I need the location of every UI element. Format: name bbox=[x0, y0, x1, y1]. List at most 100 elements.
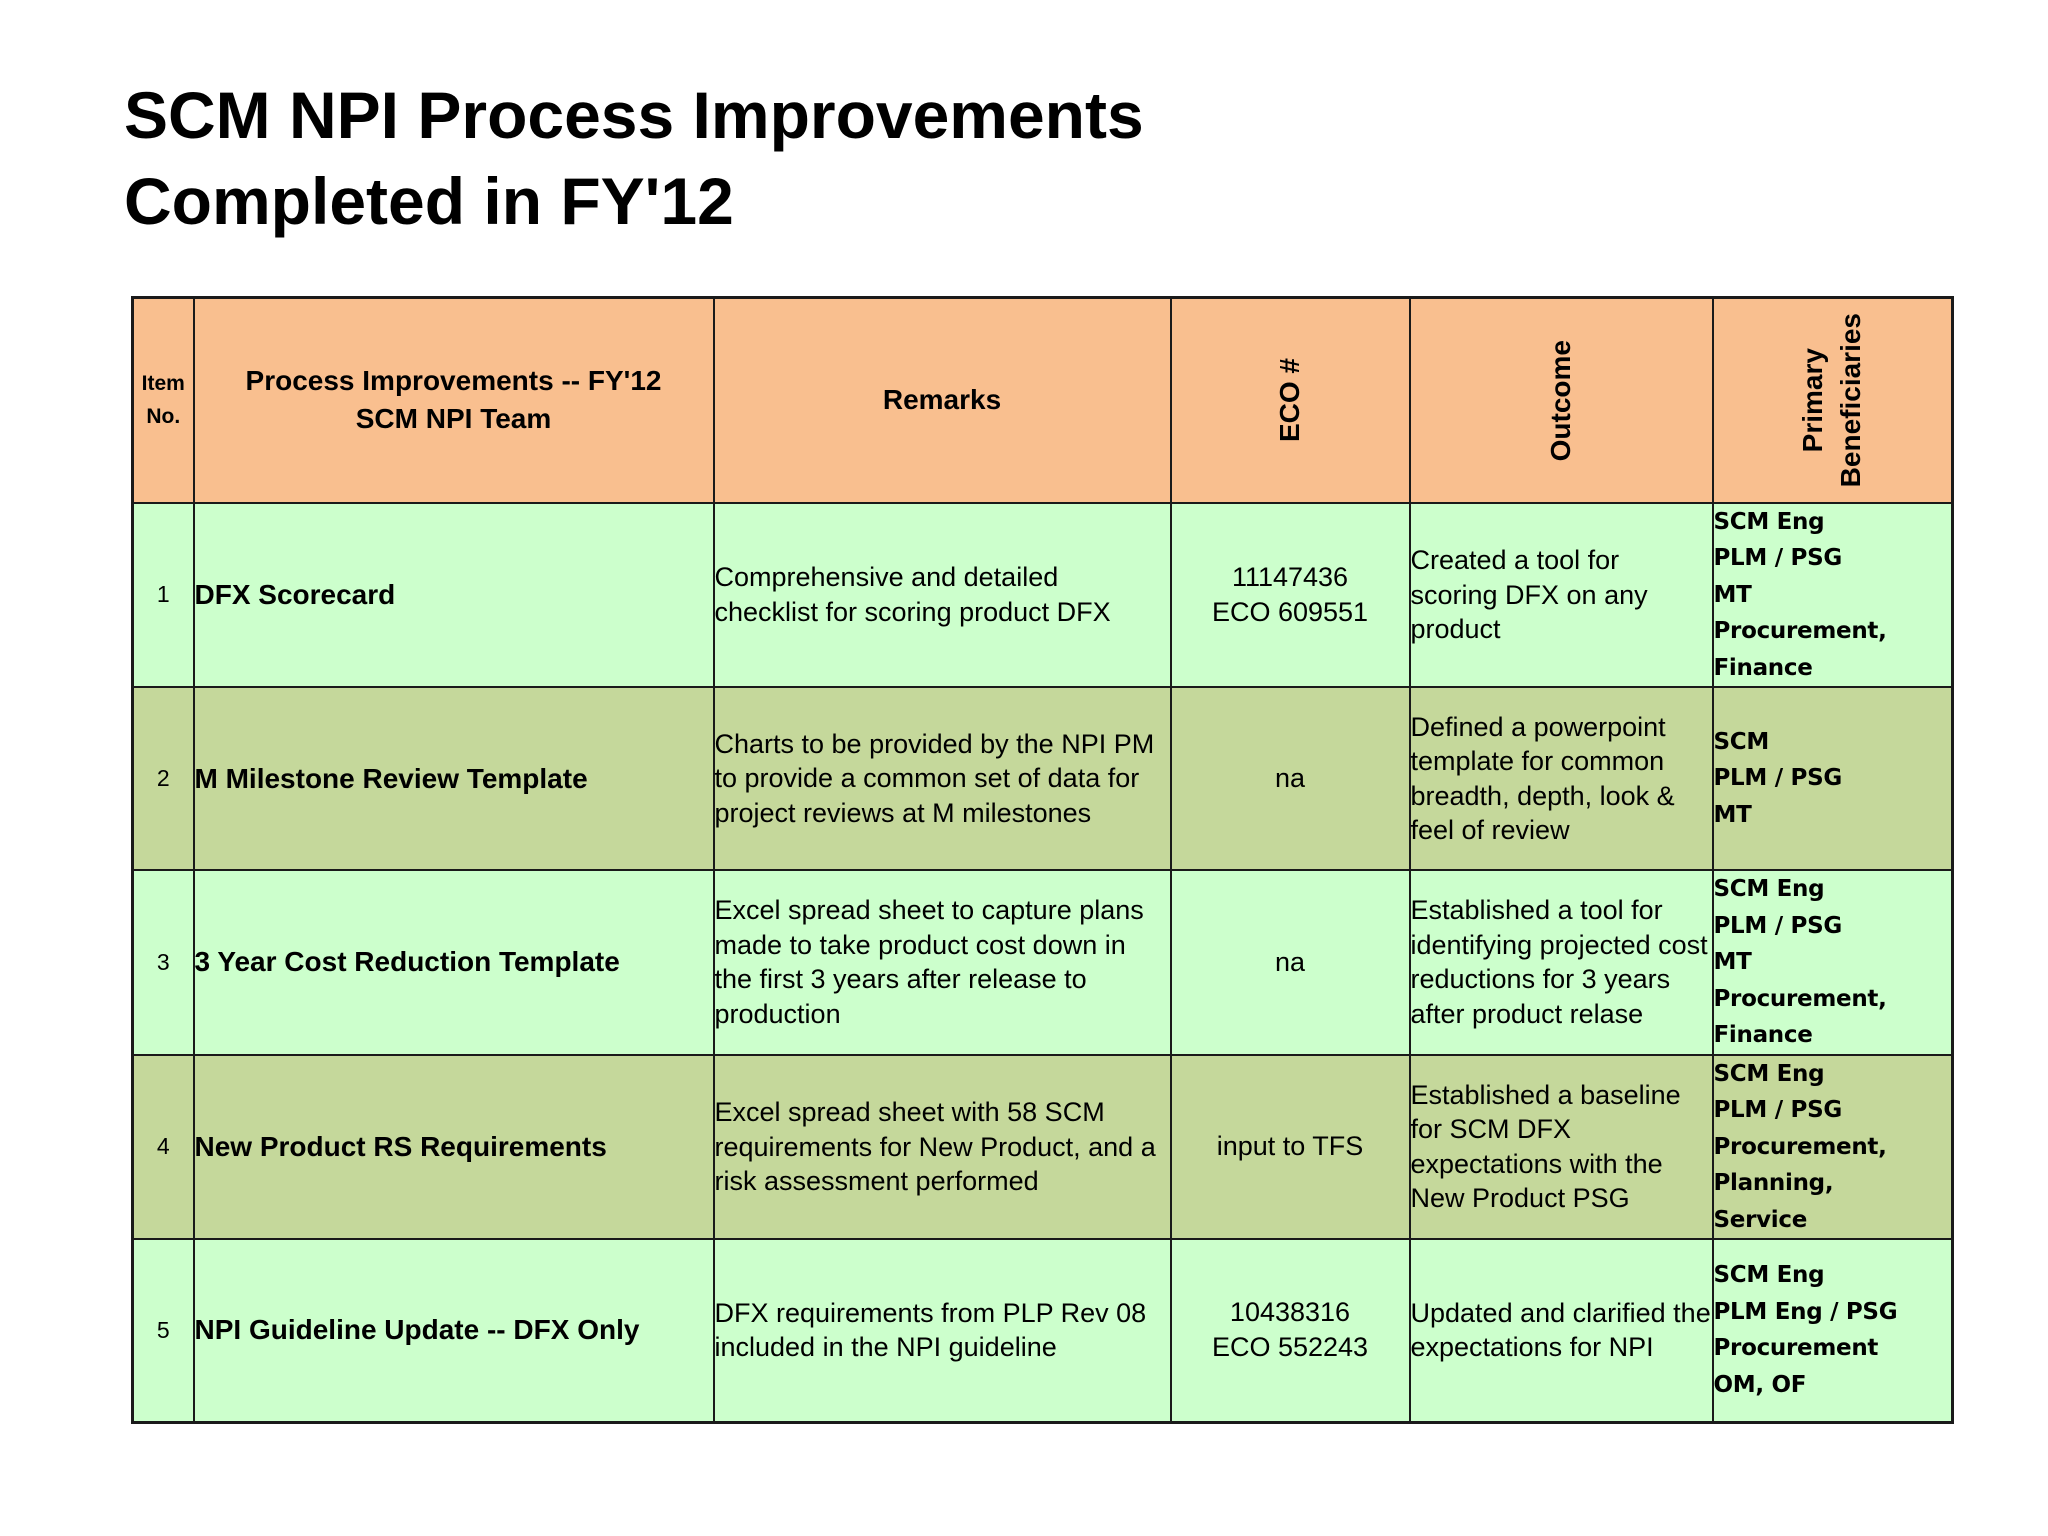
beneficiaries-cell: SCM Eng PLM / PSG Procurement, Planning, Ser… bbox=[1711, 1053, 1954, 1240]
eco-line: na bbox=[1274, 946, 1306, 977]
outcome-line: identifying projected cost bbox=[1410, 929, 1708, 960]
eco-cell: na bbox=[1169, 869, 1411, 1056]
beneficiaries-cell: SCM PLM / PSG MT bbox=[1711, 686, 1954, 871]
remarks-cell: Excel spread sheet to capture plans made … bbox=[712, 869, 1172, 1056]
page-title-line-1: SCM NPI Process Improvements bbox=[124, 78, 1144, 152]
outcome-line: template for common bbox=[1410, 746, 1665, 776]
remarks-cell: Excel spread sheet with 58 SCM requiremen… bbox=[712, 1053, 1172, 1240]
header-process-improvements: Process Improvements -- FY'12 SCM NPI Te… bbox=[192, 296, 715, 504]
beneficiary-line: Service bbox=[1713, 1206, 1808, 1233]
remarks-cell: Charts to be provided by the NPI PM to pr… bbox=[712, 686, 1172, 871]
beneficiary-line: PLM Eng / PSG bbox=[1713, 1298, 1898, 1325]
beneficiary-line: Finance bbox=[1713, 654, 1813, 681]
beneficiary-line: MT bbox=[1713, 949, 1752, 975]
eco-line: na bbox=[1274, 763, 1306, 793]
beneficiary-line: PLM / PSG bbox=[1713, 765, 1843, 792]
page-title: SCM NPI Process Improvements Completed i… bbox=[124, 72, 1144, 244]
outcome-line: product bbox=[1410, 614, 1501, 644]
outcome-line: Updated and clarified the bbox=[1410, 1297, 1711, 1328]
remarks-line: checklist for scoring product DFX bbox=[714, 596, 1111, 627]
remarks-cell: Comprehensive and detailed checklist for … bbox=[712, 501, 1172, 688]
outcome-cell: Defined a powerpoint template for common b… bbox=[1408, 686, 1714, 871]
remarks-line: to provide a common set of data for bbox=[714, 763, 1140, 794]
process-name-cell: NPI Guideline Update -- DFX Only bbox=[192, 1238, 715, 1423]
eco-line: ECO 609551 bbox=[1211, 596, 1369, 627]
beneficiary-line: SCM Eng bbox=[1713, 876, 1825, 902]
beneficiary-line: OM, OF bbox=[1713, 1371, 1807, 1398]
process-name-cell: 3 Year Cost Reduction Template bbox=[192, 869, 715, 1056]
beneficiary-line: PLM / PSG bbox=[1713, 1097, 1843, 1123]
beneficiaries-cell: SCM Eng PLM / PSG MT Procurement, Finance bbox=[1711, 869, 1954, 1056]
eco-cell: na bbox=[1169, 686, 1411, 871]
outcome-cell: Created a tool for scoring DFX on any prod… bbox=[1408, 501, 1714, 688]
beneficiary-line: SCM Eng bbox=[1713, 1262, 1825, 1289]
process-name-cell: DFX Scorecard bbox=[192, 501, 715, 688]
eco-line: ECO 552243 bbox=[1211, 1332, 1369, 1363]
beneficiary-line: PLM / PSG bbox=[1713, 912, 1843, 939]
eco-line: 10438316 bbox=[1229, 1297, 1351, 1328]
table-row: 4 New Product RS Requirements Excel spread… bbox=[131, 1053, 1954, 1240]
header-process-line-2: SCM NPI Team bbox=[355, 403, 552, 435]
outcome-line: Defined a powerpoint bbox=[1410, 711, 1666, 742]
outcome-line: after product relase bbox=[1410, 998, 1644, 1029]
beneficiary-line: MT bbox=[1713, 801, 1752, 828]
remarks-line: made to take product cost down in bbox=[714, 929, 1126, 960]
eco-line: input to TFS bbox=[1216, 1131, 1364, 1162]
page-title-line-2: Completed in FY'12 bbox=[124, 164, 734, 238]
outcome-line: for SCM DFX bbox=[1410, 1114, 1572, 1145]
remarks-line: project reviews at M milestones bbox=[714, 797, 1092, 828]
eco-cell: 11147436 ECO 609551 bbox=[1169, 501, 1411, 688]
remarks-line: Comprehensive and detailed bbox=[714, 562, 1059, 593]
outcome-line: expectations for NPI bbox=[1410, 1332, 1654, 1363]
outcome-line: scoring DFX on any bbox=[1410, 579, 1648, 610]
outcome-line: Created a tool for bbox=[1410, 545, 1620, 575]
item-number-cell: 4 bbox=[131, 1053, 195, 1240]
remarks-line: Charts to be provided by the NPI PM bbox=[714, 728, 1155, 759]
outcome-line: expectations with the bbox=[1410, 1148, 1663, 1179]
header-outcome: Outcome bbox=[1408, 296, 1714, 504]
header-outcome-label: Outcome bbox=[1545, 339, 1576, 461]
remarks-line: Excel spread sheet to capture plans bbox=[714, 895, 1144, 926]
header-item-no: Item No. bbox=[131, 296, 195, 504]
remarks-line: risk assessment performed bbox=[714, 1166, 1039, 1196]
table-row: 1 DFX Scorecard Comprehensive and detailed… bbox=[131, 501, 1954, 688]
beneficiary-line: SCM bbox=[1713, 728, 1770, 755]
beneficiary-line: Procurement, bbox=[1713, 1133, 1887, 1160]
outcome-cell: Updated and clarified the expectations fo… bbox=[1408, 1238, 1714, 1423]
beneficiary-line: Finance bbox=[1713, 1022, 1813, 1048]
table-body: 1 DFX Scorecard Comprehensive and detailed… bbox=[131, 501, 1954, 1423]
beneficiaries-cell: SCM Eng PLM / PSG MT Procurement, Finance bbox=[1711, 501, 1954, 688]
eco-cell: input to TFS bbox=[1169, 1053, 1411, 1240]
header-beneficiaries-line-1: Primary bbox=[1797, 348, 1829, 453]
outcome-cell: Established a tool for identifying projec… bbox=[1408, 869, 1714, 1056]
remarks-line: the first 3 years after release to bbox=[714, 964, 1087, 995]
outcome-line: Established a baseline bbox=[1410, 1079, 1681, 1110]
outcome-line: feel of review bbox=[1410, 815, 1570, 845]
eco-cell: 10438316 ECO 552243 bbox=[1169, 1238, 1411, 1423]
item-number-cell: 3 bbox=[131, 869, 195, 1056]
item-number-cell: 2 bbox=[131, 686, 195, 871]
header-remarks: Remarks bbox=[712, 296, 1172, 504]
process-name-cell: M Milestone Review Template bbox=[192, 686, 715, 871]
header-beneficiaries-line-2: Beneficiaries bbox=[1835, 313, 1867, 488]
table-row: 5 NPI Guideline Update -- DFX Only DFX req… bbox=[131, 1238, 1954, 1423]
beneficiary-line: Procurement, bbox=[1713, 985, 1887, 1012]
header-process-line-1: Process Improvements -- FY'12 bbox=[245, 365, 662, 397]
item-number-cell: 5 bbox=[131, 1238, 195, 1423]
header-beneficiaries-label: Primary Beneficiaries bbox=[1794, 313, 1870, 487]
outcome-line: New Product PSG bbox=[1410, 1183, 1630, 1214]
beneficiaries-cell: SCM Eng PLM Eng / PSG Procurement OM, OF bbox=[1711, 1238, 1954, 1423]
header-primary-beneficiaries: Primary Beneficiaries bbox=[1711, 296, 1954, 504]
remarks-line: DFX requirements from PLP Rev 08 bbox=[714, 1297, 1147, 1328]
remarks-line: Excel spread sheet with 58 SCM bbox=[714, 1097, 1105, 1127]
remarks-line: requirements for New Product, and a bbox=[714, 1131, 1156, 1162]
header-eco: ECO # bbox=[1169, 296, 1411, 504]
header-eco-label: ECO # bbox=[1274, 358, 1305, 443]
item-number-cell: 1 bbox=[131, 501, 195, 688]
process-improvements-table: Item No. Process Improvements -- FY'12 S… bbox=[131, 296, 1954, 1424]
beneficiary-line: PLM / PSG bbox=[1713, 545, 1843, 571]
beneficiary-line: SCM Eng bbox=[1713, 508, 1825, 535]
outcome-line: breadth, depth, look & bbox=[1410, 780, 1675, 811]
